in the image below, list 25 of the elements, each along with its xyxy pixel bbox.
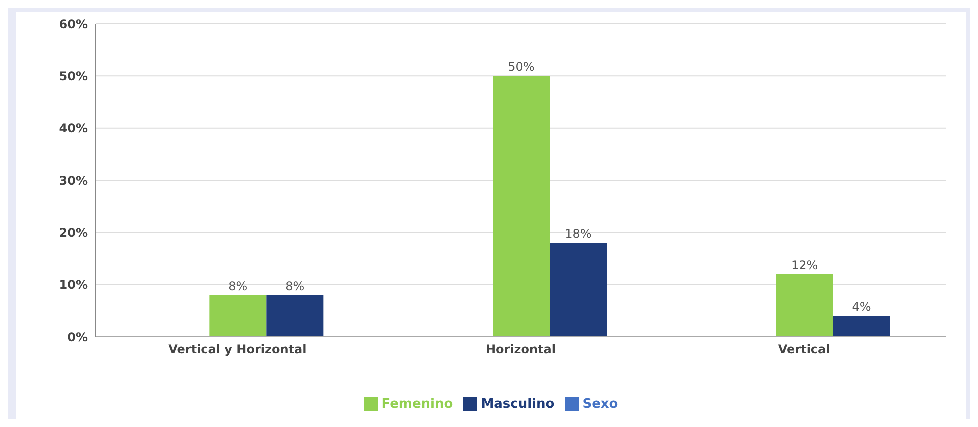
y-tick-label: 50% xyxy=(59,69,88,84)
data-label: 8% xyxy=(228,279,248,294)
bar xyxy=(266,295,324,337)
y-tick-label: 20% xyxy=(59,226,88,240)
data-label: 4% xyxy=(852,300,872,314)
legend-label: Sexo xyxy=(582,397,618,412)
legend-label: Femenino xyxy=(382,397,454,412)
legend-label: Masculino xyxy=(481,397,555,412)
y-tick-label: 60% xyxy=(59,17,88,32)
data-label: 50% xyxy=(508,60,535,74)
data-label: 12% xyxy=(791,258,818,272)
y-tick-label: 30% xyxy=(59,174,88,188)
x-tick-label: Horizontal xyxy=(486,342,556,357)
bar xyxy=(210,295,267,337)
bar xyxy=(833,316,890,337)
x-tick-label: Vertical y Horizontal xyxy=(168,342,307,357)
data-label: 18% xyxy=(565,227,592,242)
data-label: 8% xyxy=(286,279,305,294)
bar xyxy=(776,274,834,337)
x-tick-label: Vertical xyxy=(778,342,830,357)
bar xyxy=(493,76,550,337)
y-tick-label: 10% xyxy=(59,278,88,292)
bar xyxy=(550,243,607,337)
y-tick-label: 0% xyxy=(68,330,88,344)
y-tick-label: 40% xyxy=(59,122,88,136)
